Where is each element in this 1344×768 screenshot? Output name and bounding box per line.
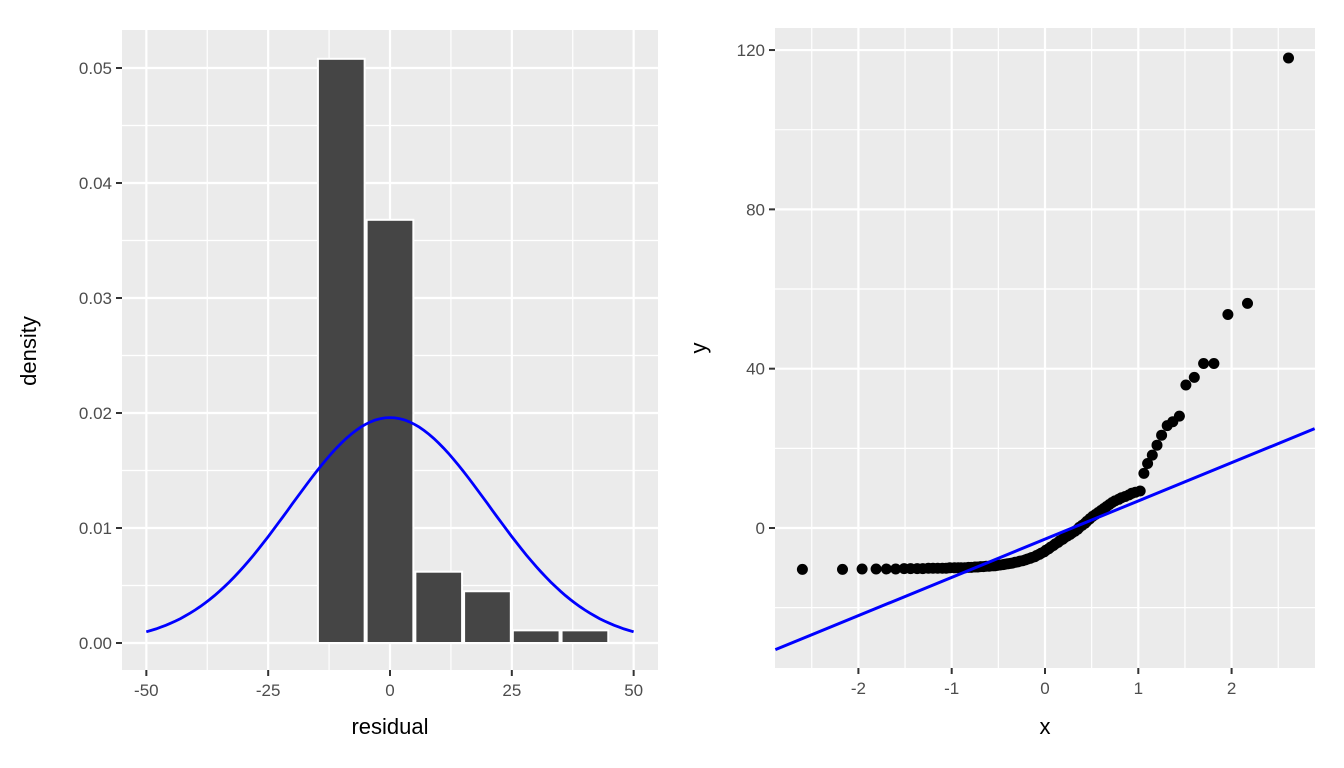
- y-tick-label: 0.02: [79, 404, 112, 423]
- data-point: [1222, 309, 1234, 320]
- axis-tick-labels: -50 -25 0 25 50 0.00 0.01 0.02 0.03 0.04 0.05: [79, 59, 643, 700]
- data-point: [1173, 410, 1185, 422]
- x-tick-label: 1: [1134, 679, 1143, 698]
- y-tick-label: 0.03: [79, 289, 112, 308]
- y-tick-label: 80: [746, 200, 765, 219]
- histogram-bar: [560, 629, 610, 644]
- x-tick-label: 50: [624, 681, 643, 700]
- data-point: [890, 563, 902, 575]
- data-point: [1138, 467, 1150, 479]
- x-tick-label: -1: [944, 679, 959, 698]
- qq-y-axis-title: y: [686, 342, 711, 354]
- histogram-bar: [414, 570, 464, 645]
- y-tick-label: 40: [746, 360, 765, 379]
- data-point: [1198, 358, 1210, 369]
- data-point: [1208, 358, 1220, 369]
- histogram-bar: [463, 590, 512, 644]
- data-point: [1188, 371, 1200, 383]
- data-point: [1142, 458, 1154, 469]
- major-gridlines: [775, 28, 1315, 668]
- data-point: [1134, 485, 1146, 497]
- x-tick-label: -50: [134, 681, 159, 700]
- data-point: [796, 563, 808, 575]
- histogram-bars: [316, 57, 610, 645]
- qq-x-axis-title: x: [1039, 714, 1051, 739]
- histogram-bar: [316, 57, 366, 645]
- data-point: [856, 563, 868, 575]
- minor-gridlines: [775, 28, 1315, 668]
- x-tick-label: -2: [851, 679, 866, 698]
- data-point: [870, 563, 882, 575]
- x-tick-label: 0: [1040, 679, 1049, 698]
- y-tick-label: 120: [737, 41, 765, 60]
- y-tick-label: 0.05: [79, 59, 112, 78]
- data-point: [1146, 449, 1158, 461]
- y-tick-label: 0: [756, 519, 765, 538]
- histogram-chart: -50 -25 0 25 50 0.00 0.01 0.02 0.03 0.04 0.05: [79, 30, 658, 700]
- data-point: [1283, 52, 1294, 64]
- data-point: [837, 563, 848, 575]
- axis-tick-marks: [769, 49, 1233, 674]
- axis-tick-marks: [116, 67, 635, 676]
- reference-line: [774, 427, 1316, 652]
- y-tick-label: 0.01: [79, 519, 112, 538]
- histogram-bar: [365, 218, 415, 645]
- normal-density-curve: [145, 416, 634, 634]
- x-tick-label: 25: [502, 681, 521, 700]
- data-point: [1180, 379, 1192, 391]
- histogram-bar: [511, 629, 561, 644]
- x-tick-label: -25: [256, 681, 281, 700]
- x-tick-label: 2: [1227, 679, 1236, 698]
- data-point: [880, 563, 892, 575]
- histogram-y-axis-title: density: [16, 316, 41, 386]
- x-tick-label: 0: [385, 681, 394, 700]
- y-tick-label: 0.04: [79, 174, 112, 193]
- data-point: [1156, 429, 1168, 441]
- data-point: [1151, 439, 1163, 451]
- data-point: [1242, 297, 1253, 309]
- y-tick-label: 0.00: [79, 634, 112, 653]
- histogram-x-axis-title: residual: [351, 714, 429, 739]
- scatter-points: [796, 52, 1294, 575]
